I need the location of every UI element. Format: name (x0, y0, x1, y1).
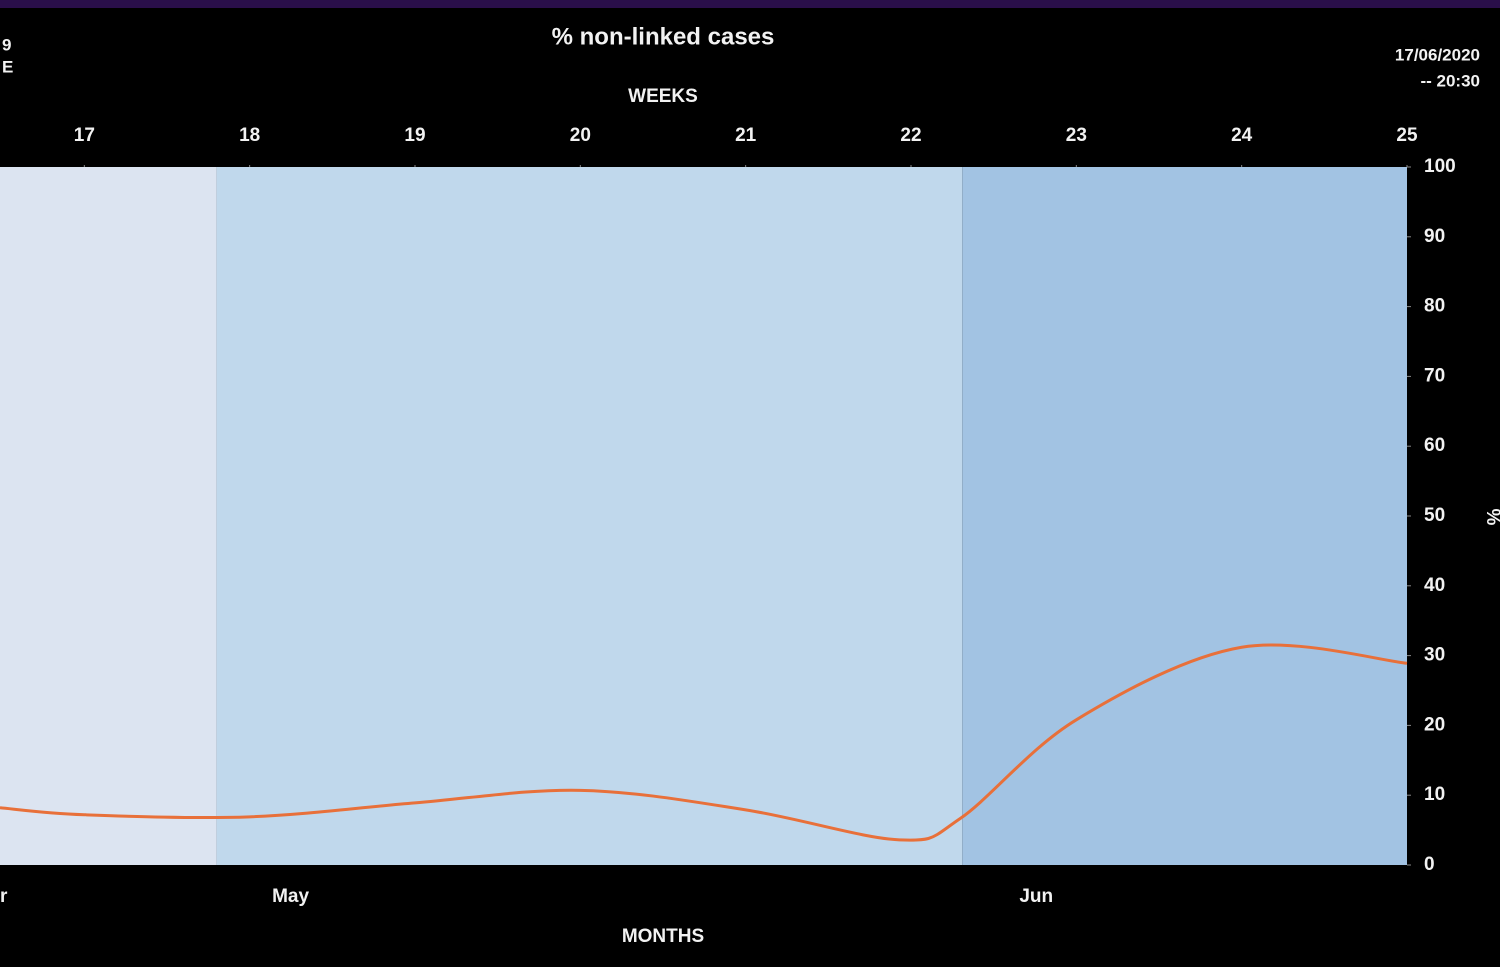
left-fragment: 9 (2, 35, 11, 54)
week-tick-label: 18 (239, 125, 260, 146)
week-tick-label: 21 (735, 125, 757, 146)
week-tick-label: 25 (1396, 125, 1418, 146)
timestamp-date: 17/06/2020 (1395, 45, 1480, 64)
month-band (962, 167, 1407, 865)
data-line (0, 643, 1408, 842)
y-tick-label: 10 (1424, 784, 1445, 805)
month-label: r (0, 886, 8, 907)
x2-axis-label: WEEKS (628, 86, 698, 107)
y-tick-label: 40 (1424, 575, 1445, 596)
y-tick-label: 50 (1424, 505, 1445, 526)
y-axis-label: % (1482, 509, 1500, 526)
week-tick-label: 20 (570, 125, 591, 146)
y-tick-label: 80 (1424, 296, 1445, 317)
month-label: May (272, 886, 309, 907)
y-tick-label: 70 (1424, 365, 1445, 386)
week-tick-label: 17 (74, 125, 95, 146)
x-axis-label: MONTHS (622, 926, 704, 947)
top-strip (0, 0, 1500, 8)
month-band (216, 167, 963, 865)
week-tick-label: 19 (404, 125, 425, 146)
left-fragment: E (2, 57, 13, 76)
week-tick-label: 23 (1066, 125, 1087, 146)
chart-title: % non-linked cases (552, 23, 775, 50)
y-tick-label: 60 (1424, 435, 1445, 456)
y-tick-label: 100 (1424, 156, 1456, 177)
month-label: Jun (1019, 886, 1053, 907)
y-tick-label: 20 (1424, 714, 1445, 735)
y-tick-label: 30 (1424, 645, 1445, 666)
week-tick-label: 24 (1231, 125, 1253, 146)
week-tick-label: 22 (900, 125, 921, 146)
month-band (0, 167, 217, 865)
timestamp-time: -- 20:30 (1420, 71, 1480, 90)
y-tick-label: 0 (1424, 854, 1435, 875)
y-tick-label: 90 (1424, 226, 1445, 247)
